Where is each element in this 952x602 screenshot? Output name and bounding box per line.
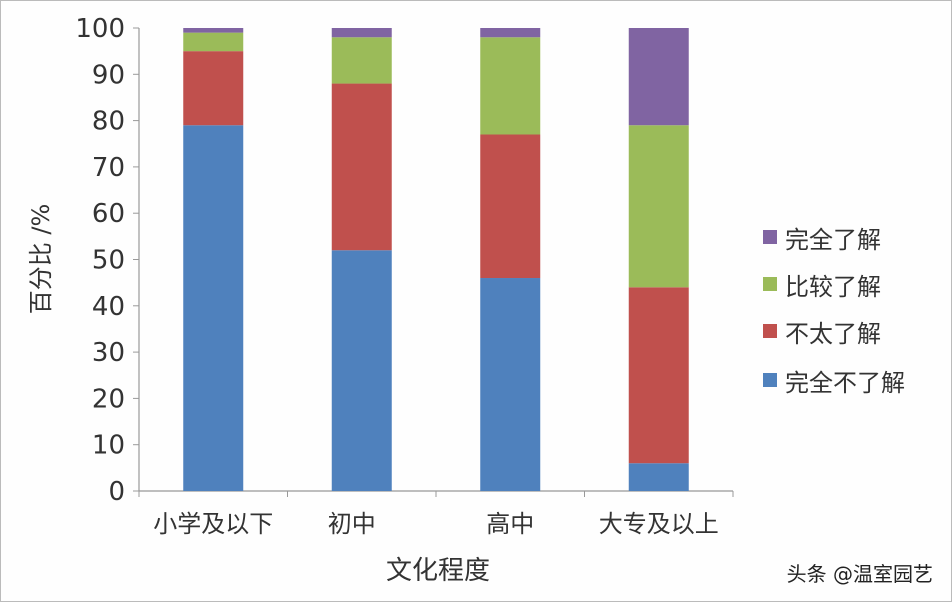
bar-segment	[628, 28, 689, 126]
bar-segment	[331, 28, 392, 38]
bar-segment	[183, 32, 244, 52]
bar-segment	[628, 125, 689, 288]
y-tick-label: 40	[92, 292, 125, 322]
x-tick-label: 大专及以上	[599, 510, 719, 538]
bar-segment	[628, 287, 689, 464]
bar-segment	[183, 125, 244, 491]
bar-segment	[628, 463, 689, 491]
legend-label: 完全了解	[785, 226, 881, 254]
legend-label: 比较了解	[785, 273, 881, 301]
x-axis-title: 文化程度	[386, 556, 490, 586]
y-tick-label: 10	[92, 431, 125, 461]
y-tick-label: 60	[92, 199, 125, 229]
x-tick-label: 小学及以下	[153, 510, 273, 538]
legend-swatch	[763, 324, 777, 338]
y-tick-label: 0	[108, 477, 125, 507]
y-tick-label: 20	[92, 384, 125, 414]
legend-label: 完全不了解	[785, 369, 905, 397]
x-tick-label: 高中	[486, 510, 534, 538]
bar-segment	[183, 28, 244, 33]
bar-segment	[480, 278, 541, 491]
y-axis-title: 百分比 /%	[27, 204, 55, 315]
y-tick-label: 80	[92, 107, 125, 137]
bar-segment	[183, 51, 244, 126]
x-tick-label: 初中	[328, 510, 376, 538]
y-tick-label: 100	[75, 14, 125, 44]
watermark: 头条 @温室园艺	[786, 562, 933, 586]
legend-swatch	[763, 230, 777, 244]
bar-segment	[480, 134, 541, 279]
legend-swatch	[763, 373, 777, 387]
bar-segment	[480, 28, 541, 38]
bar-segment	[331, 250, 392, 491]
bar-segment	[331, 37, 392, 84]
y-tick-label: 50	[92, 246, 125, 276]
bar-segment	[331, 83, 392, 251]
bar-segment	[480, 37, 541, 135]
y-tick-label: 90	[92, 60, 125, 90]
legend-swatch	[763, 277, 777, 291]
y-tick-label: 70	[92, 153, 125, 183]
legend-label: 不太了解	[785, 320, 881, 348]
y-tick-label: 30	[92, 338, 125, 368]
